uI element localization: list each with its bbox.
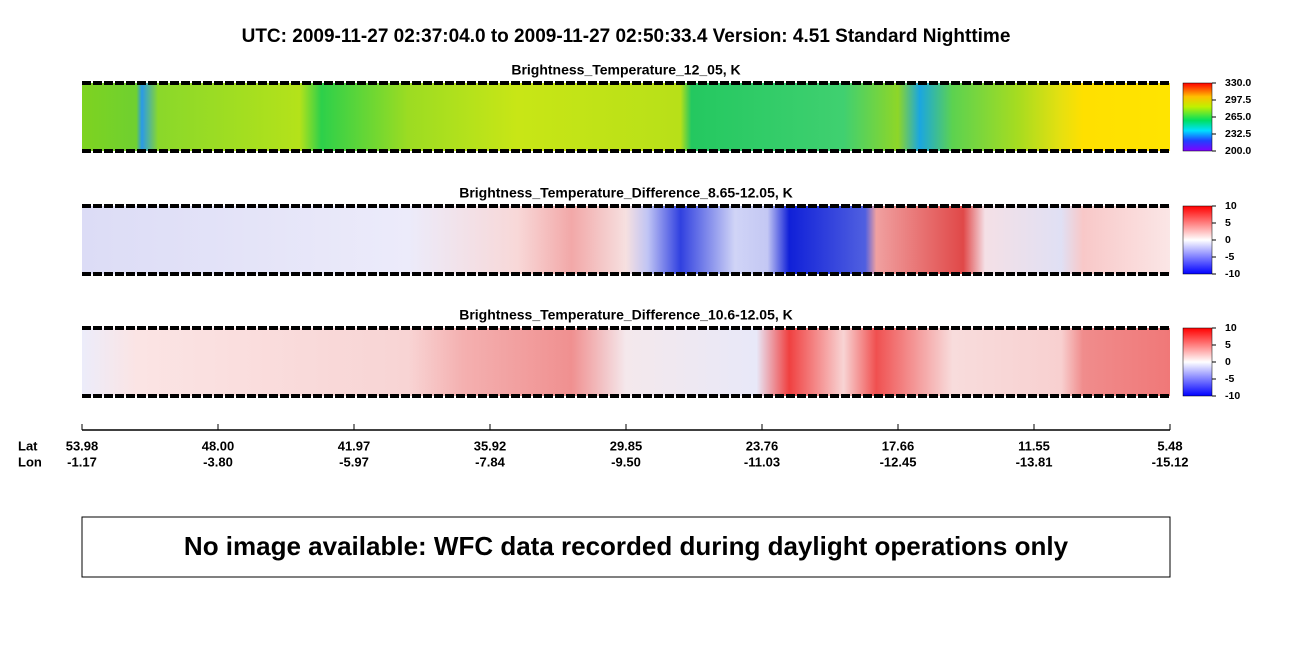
lon-tick-label: -5.97 xyxy=(339,454,369,469)
colorbar-tick-label: 5 xyxy=(1225,217,1231,229)
panel-title: Brightness_Temperature_Difference_10.6-1… xyxy=(459,307,793,323)
image-strip xyxy=(82,328,1170,396)
lat-tick-label: 5.48 xyxy=(1157,438,1182,453)
lat-tick-label: 35.92 xyxy=(474,438,507,453)
lon-tick-label: -15.12 xyxy=(1152,454,1189,469)
image-strip xyxy=(82,206,1170,274)
notice: No image available: WFC data recorded du… xyxy=(184,531,1069,561)
lon-tick-label: -1.17 xyxy=(67,454,97,469)
lat-tick-label: 17.66 xyxy=(882,438,915,453)
page-title: UTC: 2009-11-27 02:37:04.0 to 2009-11-27… xyxy=(242,26,1011,47)
lon-tick-label: -3.80 xyxy=(203,454,233,469)
lat-label: Lat xyxy=(18,438,38,453)
lon-tick-label: -12.45 xyxy=(880,454,917,469)
colorbar-tick-label: 10 xyxy=(1225,200,1237,212)
colorbar-tick-label: 232.5 xyxy=(1225,128,1251,140)
colorbar-tick-label: -10 xyxy=(1225,268,1240,280)
colorbar-tick-label: 0 xyxy=(1225,234,1231,246)
lat-tick-label: 23.76 xyxy=(746,438,779,453)
colorbar xyxy=(1182,327,1213,397)
colorbar-tick-label: 10 xyxy=(1225,322,1237,334)
colorbar-tick-label: 297.5 xyxy=(1225,94,1251,106)
lon-tick-label: -13.81 xyxy=(1016,454,1053,469)
panel-title: Brightness_Temperature_12_05, K xyxy=(511,62,740,78)
colorbar-tick-label: 0 xyxy=(1225,356,1231,368)
notice-box xyxy=(81,516,1171,578)
image-strip xyxy=(82,83,1170,151)
lon-tick-label: -7.84 xyxy=(475,454,505,469)
lat-tick-label: 29.85 xyxy=(610,438,643,453)
colorbar-tick-label: -5 xyxy=(1225,251,1234,263)
lat-tick-label: 53.98 xyxy=(66,438,99,453)
colorbar-tick-label: 265.0 xyxy=(1225,111,1251,123)
colorbar-tick-label: 200.0 xyxy=(1225,145,1251,157)
lon-tick-label: -11.03 xyxy=(744,454,780,469)
colorbar-tick-label: 330.0 xyxy=(1225,77,1251,89)
lat-tick-label: 11.55 xyxy=(1018,438,1050,453)
colorbar-tick-label: -5 xyxy=(1225,373,1234,385)
lat-tick-label: 41.97 xyxy=(338,438,371,453)
colorbar xyxy=(1182,205,1213,275)
colorbar-tick-label: 5 xyxy=(1225,339,1231,351)
lat-tick-label: 48.00 xyxy=(202,438,235,453)
colorbar-tick-label: -10 xyxy=(1225,390,1240,402)
lon-label: Lon xyxy=(18,454,42,469)
colorbar xyxy=(1182,82,1213,152)
lon-tick-label: -9.50 xyxy=(611,454,641,469)
panel-title: Brightness_Temperature_Difference_8.65-1… xyxy=(459,185,793,201)
